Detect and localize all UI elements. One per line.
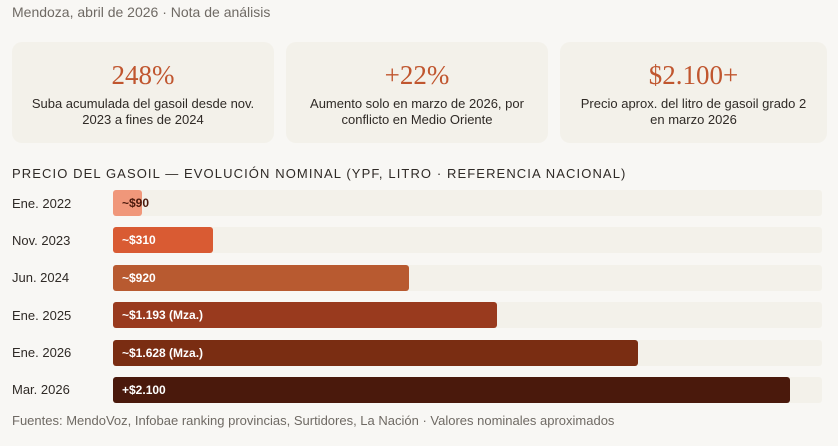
bar <box>113 302 498 329</box>
bar-row: Mar. 2026 +$2.100 <box>12 376 822 403</box>
bar-value-label: ~$1.628 (Mza.) <box>122 345 204 360</box>
article-meta: Mendoza, abril de 2026 · Nota de análisi… <box>12 4 271 20</box>
bar-value-label: ~$920 <box>122 270 156 285</box>
bar-chart: Ene. 2022 ~$90 Nov. 2023 ~$310 Jun. 2024 ~$92… <box>12 190 822 414</box>
bar-track: ~$310 <box>113 227 822 254</box>
sources-note: Fuentes: MendoVoz, Infobae ranking provi… <box>12 413 615 428</box>
bar-category-label: Nov. 2023 <box>12 232 71 248</box>
stat-card: +22% Aumento solo en marzo de 2026, por … <box>286 42 548 143</box>
bar <box>113 264 410 291</box>
stat-value: 248% <box>111 60 175 90</box>
stat-value: $2.100+ <box>648 60 739 90</box>
bar-row: Ene. 2022 ~$90 <box>12 190 822 216</box>
bar <box>113 227 213 254</box>
bar-track: ~$920 <box>113 264 822 291</box>
bar-row: Jun. 2024 ~$920 <box>12 264 822 291</box>
stat-value: +22% <box>384 60 450 90</box>
bar <box>113 190 142 216</box>
bar-category-label: Jun. 2024 <box>12 270 70 286</box>
chart-title: PRECIO DEL GASOIL — EVOLUCIÓN NOMINAL (Y… <box>12 166 627 181</box>
bar-value-label: ~$310 <box>122 233 156 248</box>
bar <box>113 376 790 403</box>
bar-category-label: Ene. 2025 <box>12 307 72 323</box>
bar-value-label: ~$1.193 (Mza.) <box>122 308 204 323</box>
bar-row: Ene. 2026 ~$1.628 (Mza.) <box>12 339 822 366</box>
bar <box>113 339 638 366</box>
bar-value-label: ~$90 <box>122 196 150 210</box>
bar-category-label: Ene. 2022 <box>12 195 72 211</box>
bar-track: +$2.100 <box>113 376 822 403</box>
bar-category-label: Ene. 2026 <box>12 345 72 361</box>
bar-value-label: +$2.100 <box>122 382 166 397</box>
stat-card: $2.100+ Precio aprox. del litro de gasoi… <box>560 42 827 143</box>
stat-card: 248% Suba acumulada del gasoil desde nov… <box>12 42 274 143</box>
bar-track: ~$90 <box>113 190 822 216</box>
bar-row: Ene. 2025 ~$1.193 (Mza.) <box>12 302 822 329</box>
stat-cards: 248% Suba acumulada del gasoil desde nov… <box>12 42 827 143</box>
bar-row: Nov. 2023 ~$310 <box>12 227 822 254</box>
stat-description: Suba acumulada del gasoil desde nov. 202… <box>31 96 255 127</box>
bar-track: ~$1.628 (Mza.) <box>113 339 822 366</box>
bar-category-label: Mar. 2026 <box>12 382 70 398</box>
bar-track: ~$1.193 (Mza.) <box>113 302 822 329</box>
stat-description: Precio aprox. del litro de gasoil grado … <box>580 96 807 127</box>
stat-description: Aumento solo en marzo de 2026, por confl… <box>310 96 524 127</box>
